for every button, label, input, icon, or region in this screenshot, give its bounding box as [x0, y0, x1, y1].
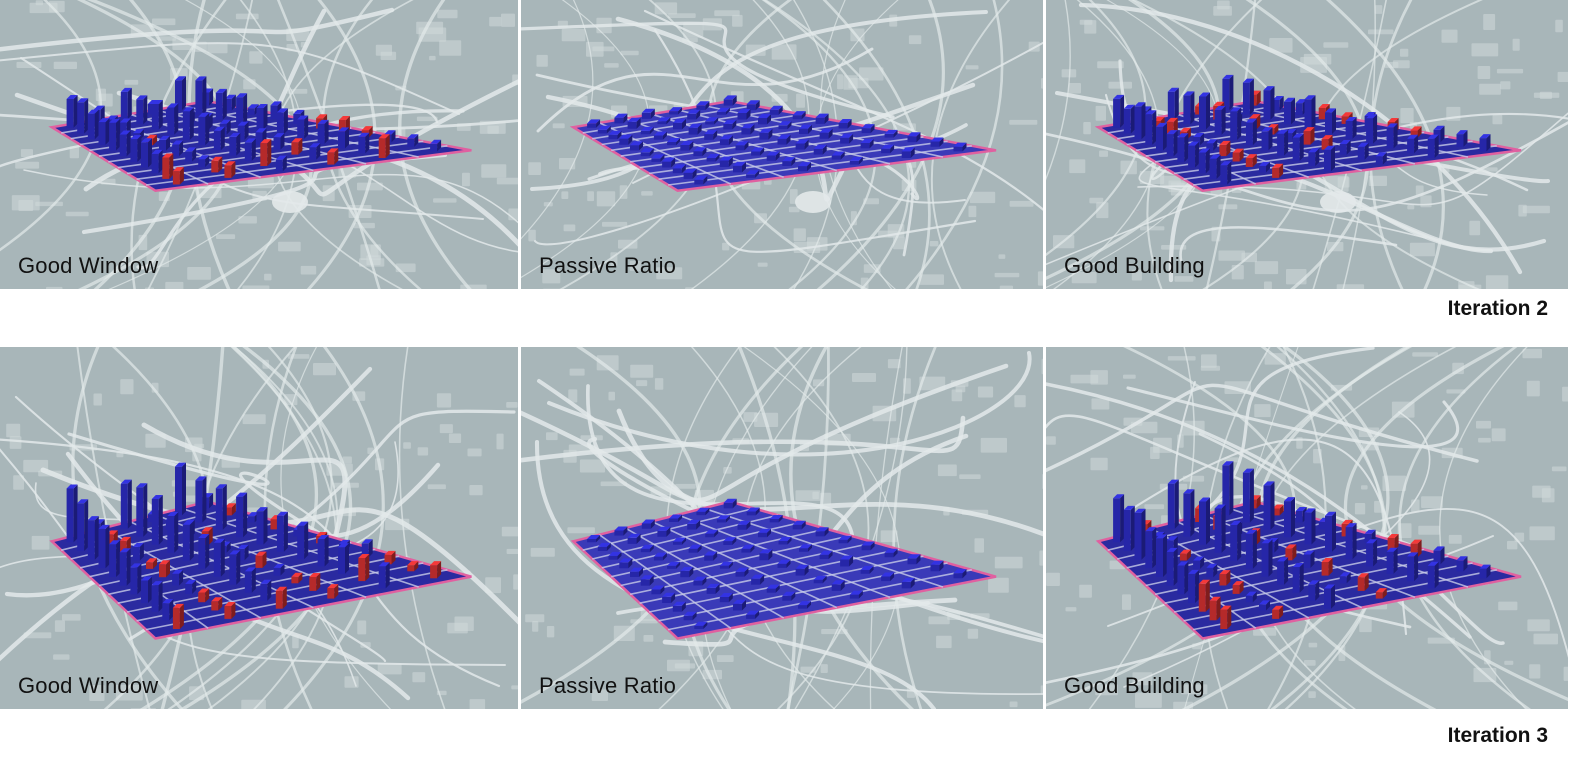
panel-r1-good-building: Good Building — [1046, 0, 1568, 289]
panel-label: Passive Ratio — [539, 673, 677, 698]
site-massing — [49, 462, 472, 640]
panel-label: Good Window — [18, 253, 159, 278]
panel-r1-passive-ratio: Passive Ratio — [521, 0, 1043, 289]
site-render-image — [1046, 0, 1568, 289]
site-massing — [570, 498, 997, 640]
panel-r2-good-building: Good Building — [1046, 347, 1568, 709]
site-massing — [48, 76, 472, 192]
site-render-image — [0, 347, 518, 709]
panel-label: Passive Ratio — [539, 253, 677, 278]
site-render-image — [521, 0, 1043, 289]
site-render-image — [0, 0, 518, 289]
panel-r2-passive-ratio: Passive Ratio — [521, 347, 1043, 709]
site-massing — [569, 95, 997, 192]
panel-label: Good Building — [1064, 673, 1205, 698]
panel-label: Good Building — [1064, 253, 1205, 278]
panel-r2-good-window: Good Window — [0, 347, 518, 709]
site-massing — [1095, 461, 1522, 640]
site-render-image — [1046, 347, 1568, 709]
site-render-image — [521, 347, 1043, 709]
panel-r1-good-window: Good Window — [0, 0, 518, 289]
iteration-label: Iteration 2 — [1447, 297, 1548, 320]
site-massing — [1094, 74, 1522, 192]
iteration-label: Iteration 3 — [1447, 724, 1548, 747]
panel-label: Good Window — [18, 673, 159, 698]
